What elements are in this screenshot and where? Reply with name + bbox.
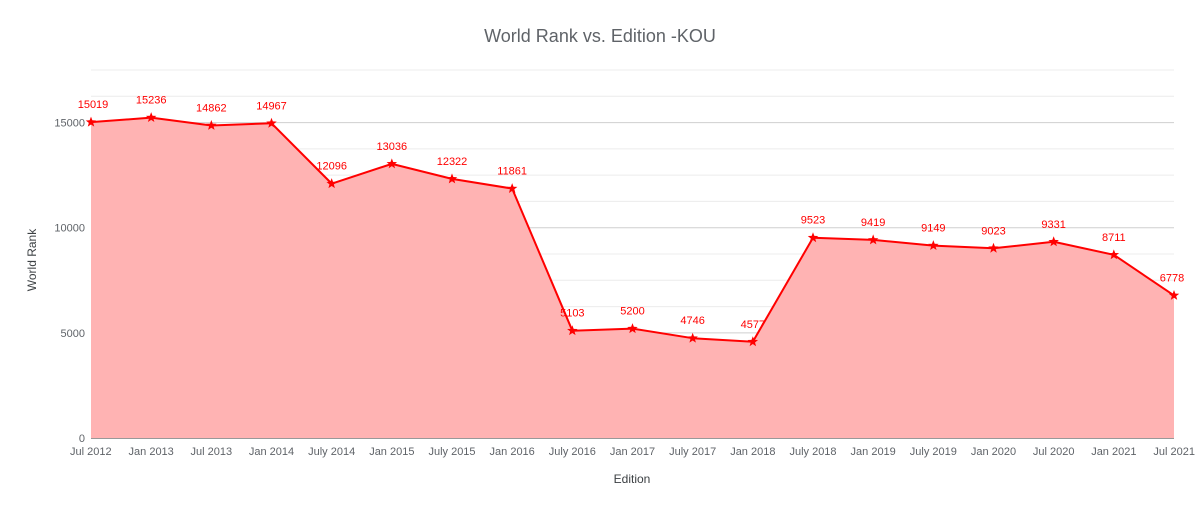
data-label: 12096 — [316, 161, 347, 173]
data-point-marker — [1108, 249, 1120, 260]
y-tick-label: 5000 — [61, 328, 85, 340]
data-point-marker — [928, 240, 939, 251]
y-tick-labels: 0 5000 10000 15000 — [54, 118, 85, 445]
data-label: 12322 — [437, 156, 468, 168]
data-point-marker — [627, 323, 638, 334]
x-tick-label: Jul 2021 — [1153, 446, 1195, 458]
x-tick-label: Jan 2021 — [1091, 446, 1136, 458]
x-tick-label: Jan 2016 — [490, 446, 535, 458]
data-label: 4577 — [741, 319, 765, 331]
data-label: 15236 — [136, 95, 167, 107]
data-point-marker — [1048, 236, 1059, 247]
data-label: 11861 — [497, 166, 527, 178]
data-point-marker — [687, 332, 698, 343]
series-area — [91, 117, 1174, 438]
data-label: 9149 — [921, 223, 945, 235]
x-tick-label: Jul 2012 — [70, 446, 112, 458]
x-tick-label: July 2018 — [789, 446, 836, 458]
data-label: 9331 — [1041, 219, 1065, 231]
x-tick-label: July 2014 — [308, 446, 355, 458]
data-label: 6778 — [1160, 272, 1184, 284]
x-tick-label: Jan 2013 — [129, 446, 174, 458]
data-point-marker — [1168, 289, 1180, 300]
data-point-marker — [145, 112, 157, 123]
x-axis-label: Edition — [614, 472, 651, 486]
data-point-marker — [266, 117, 277, 128]
data-label: 5103 — [560, 308, 584, 320]
data-point-marker — [567, 325, 578, 336]
data-point-marker — [326, 178, 337, 189]
data-point-marker — [807, 232, 819, 243]
x-tick-labels: Jul 2012 Jan 2013 Jul 2013 Jan 2014 July 201… — [70, 446, 1195, 458]
y-tick-label: 10000 — [54, 223, 85, 235]
x-tick-label: July 2017 — [669, 446, 716, 458]
data-point-marker — [988, 242, 999, 253]
data-label: 9023 — [981, 225, 1005, 237]
x-tick-label: July 2016 — [549, 446, 596, 458]
x-tick-label: Jan 2018 — [730, 446, 775, 458]
x-tick-label: July 2015 — [428, 446, 475, 458]
x-tick-label: Jul 2013 — [191, 446, 233, 458]
data-label: 14967 — [256, 100, 287, 112]
data-label: 5200 — [620, 306, 644, 318]
x-tick-label: Jan 2014 — [249, 446, 294, 458]
y-tick-label: 15000 — [54, 118, 85, 130]
data-point-marker — [446, 173, 458, 184]
area-fill-layer — [91, 117, 1174, 438]
x-tick-label: Jul 2020 — [1033, 446, 1075, 458]
data-point-marker — [386, 158, 398, 169]
data-label: 13036 — [377, 141, 408, 153]
data-point-marker — [506, 183, 518, 194]
data-label: 9523 — [801, 215, 825, 227]
x-tick-label: Jan 2019 — [851, 446, 896, 458]
data-point-marker — [867, 234, 879, 245]
data-label: 9419 — [861, 217, 885, 229]
data-label: 15019 — [78, 99, 109, 111]
markers-layer — [85, 112, 1180, 347]
data-point-marker — [747, 336, 759, 347]
data-label: 4746 — [680, 315, 704, 327]
x-tick-label: Jan 2015 — [369, 446, 414, 458]
x-tick-label: Jan 2017 — [610, 446, 655, 458]
data-point-marker — [206, 119, 217, 130]
data-labels-layer: 15019 15236 14862 14967 12096 13036 12322 11861… — [78, 95, 1185, 331]
data-label: 14862 — [196, 102, 227, 114]
y-tick-label: 0 — [79, 433, 85, 445]
y-axis-label: World Rank — [25, 228, 39, 291]
x-tick-label: Jan 2020 — [971, 446, 1016, 458]
chart-title: World Rank vs. Edition -KOU — [484, 26, 716, 46]
data-point-marker — [85, 116, 97, 127]
data-label: 8711 — [1102, 232, 1126, 244]
x-tick-label: July 2019 — [910, 446, 957, 458]
